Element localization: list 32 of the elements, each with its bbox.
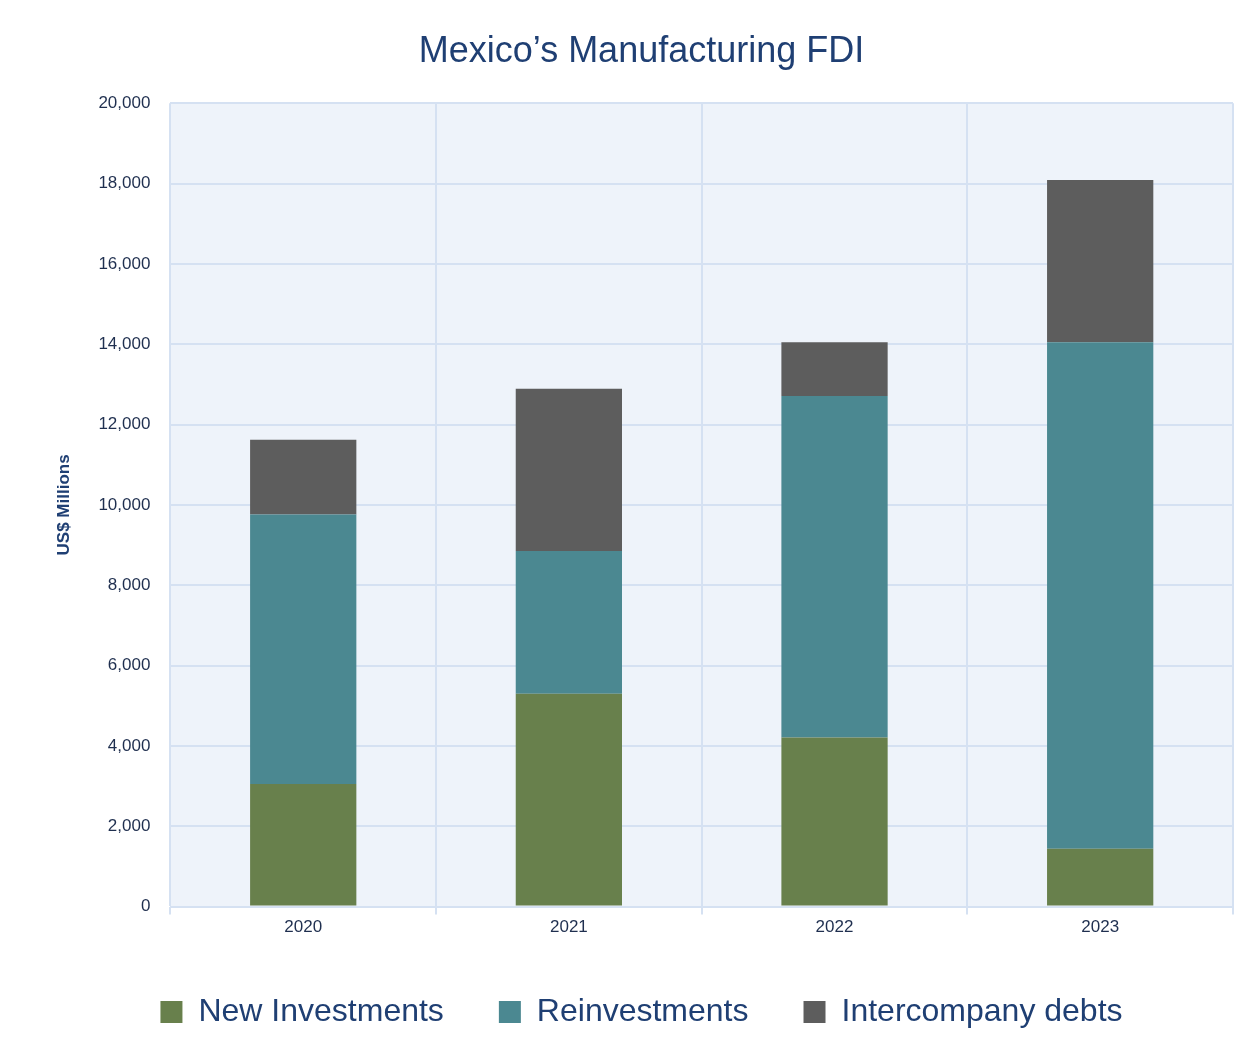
x-tick-label: 2021 bbox=[549, 917, 588, 937]
y-tick-label: 2,000 bbox=[107, 815, 151, 835]
bar bbox=[515, 551, 622, 694]
bar bbox=[781, 396, 888, 738]
bar bbox=[515, 693, 622, 906]
y-tick-label: 12,000 bbox=[98, 414, 151, 434]
bar bbox=[515, 388, 622, 552]
y-tick-label: 16,000 bbox=[98, 253, 151, 273]
x-tick-label: 2020 bbox=[284, 917, 323, 937]
chart-title: Mexico’s Manufacturing FDI bbox=[418, 28, 865, 70]
x-tick-label: 2022 bbox=[815, 917, 854, 937]
y-tick-label: 4,000 bbox=[107, 735, 151, 755]
y-tick-label: 8,000 bbox=[107, 574, 151, 594]
bar bbox=[250, 514, 357, 785]
legend-label: Reinvestments bbox=[536, 991, 749, 1028]
bar bbox=[1047, 179, 1154, 343]
y-tick-label: 0 bbox=[140, 896, 151, 916]
bar bbox=[1047, 848, 1154, 906]
y-tick-label: 18,000 bbox=[98, 173, 151, 193]
bar bbox=[250, 784, 357, 906]
x-tick-label: 2023 bbox=[1081, 917, 1120, 937]
y-tick-label: 10,000 bbox=[98, 494, 151, 514]
y-axis-title: US$ Millions bbox=[53, 454, 73, 556]
y-tick-label: 6,000 bbox=[107, 655, 151, 675]
bar bbox=[250, 439, 357, 515]
legend-label: Intercompany debts bbox=[841, 991, 1123, 1028]
bar bbox=[781, 342, 888, 397]
legend-label: New Investments bbox=[198, 991, 444, 1028]
bar bbox=[781, 737, 888, 906]
y-tick-label: 20,000 bbox=[98, 92, 151, 112]
bar bbox=[1047, 342, 1154, 849]
y-tick-label: 14,000 bbox=[98, 333, 151, 353]
